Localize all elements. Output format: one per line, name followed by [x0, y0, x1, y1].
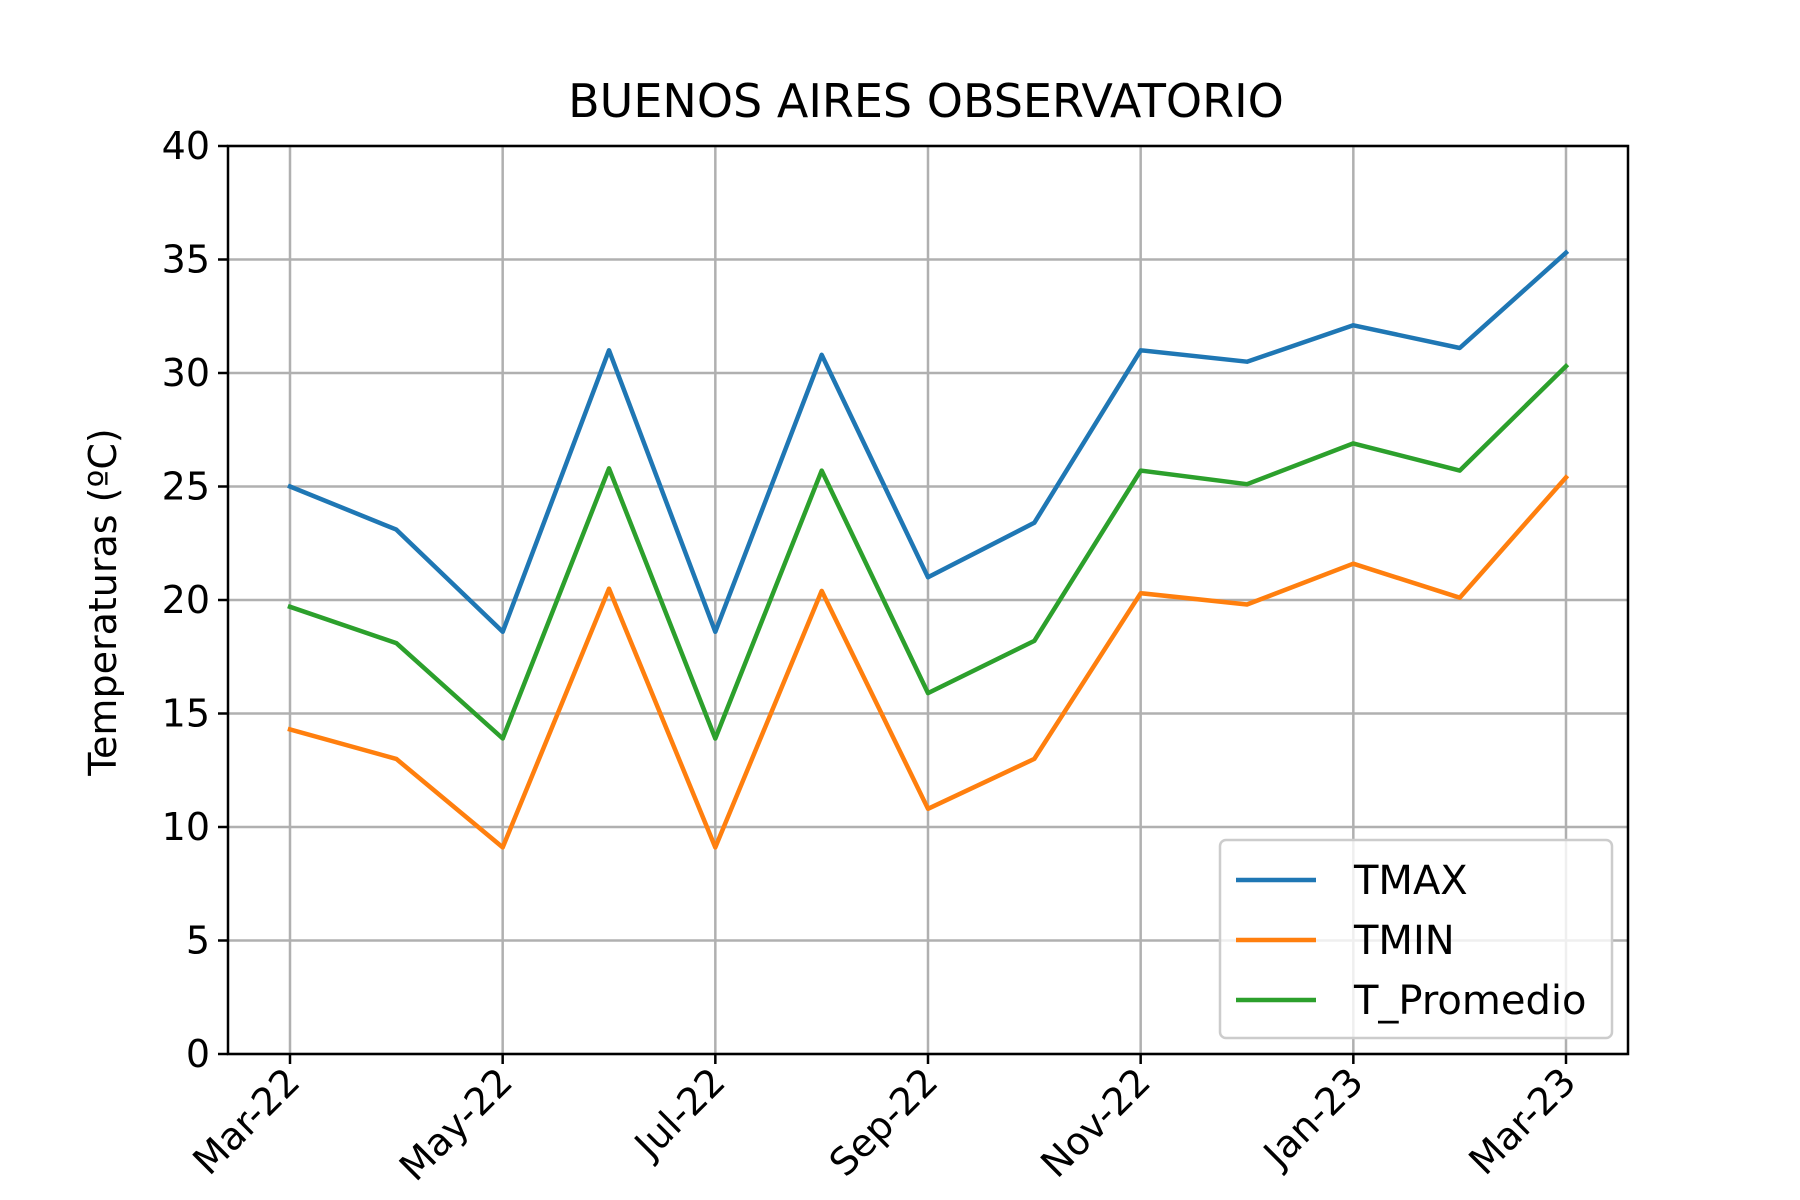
x-tick-label: Jul-22 [625, 1059, 734, 1168]
y-tick-label: 30 [162, 351, 210, 395]
x-tick-label: Sep-22 [821, 1059, 947, 1185]
x-tick-label: Mar-22 [184, 1059, 308, 1183]
y-tick-label: 15 [162, 692, 210, 736]
series-line-tmin [287, 474, 1570, 850]
y-tick-label: 40 [162, 124, 210, 168]
legend-label-t-promedio: T_Promedio [1353, 978, 1586, 1024]
x-tick-label: Mar-23 [1460, 1059, 1584, 1183]
x-tick-label: May-22 [391, 1059, 521, 1189]
y-axis-label: Temperaturas (ºC) [81, 428, 125, 776]
series-line-tmax [287, 249, 1570, 635]
x-tick-label: Jan-23 [1254, 1059, 1372, 1177]
series-lines [287, 249, 1570, 850]
legend-label-tmin: TMIN [1353, 918, 1455, 964]
legend-box [1218, 838, 1614, 1040]
legend: TMAX TMIN T_Promedio [1218, 838, 1614, 1040]
y-tick-label: 10 [162, 805, 210, 849]
y-tick-label: 5 [186, 919, 210, 963]
y-tick-label: 35 [162, 238, 210, 282]
x-tick-label: Nov-22 [1032, 1059, 1159, 1186]
y-tick-label: 20 [162, 578, 210, 622]
chart-title: BUENOS AIRES OBSERVATORIO [568, 74, 1284, 128]
y-tick-label: 0 [186, 1032, 210, 1076]
grid [228, 144, 1628, 1056]
y-tick-label: 25 [162, 465, 210, 509]
series-line-t-promedio [287, 363, 1570, 741]
legend-label-tmax: TMAX [1353, 858, 1468, 904]
